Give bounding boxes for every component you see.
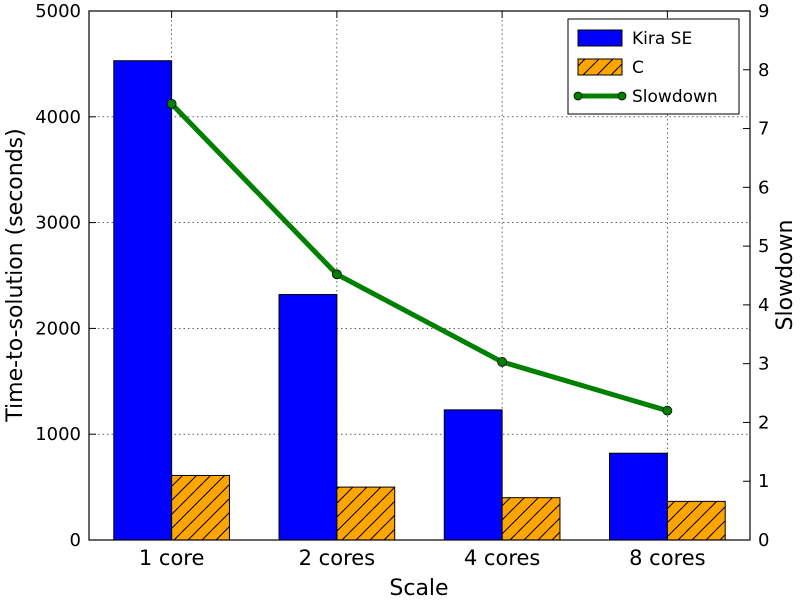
y-tick-label-1: 1000 xyxy=(35,424,81,445)
bar-kira-se-3 xyxy=(609,452,668,541)
bar-c-3 xyxy=(666,500,726,541)
bar-kira-se-1 xyxy=(278,294,338,541)
y-tick-label-5: 5000 xyxy=(35,1,81,22)
legend-swatch-kira-se xyxy=(577,29,623,47)
legend-label-c: C xyxy=(632,58,644,78)
y2-tick-label-2: 2 xyxy=(758,412,769,433)
ticks: 0 1000 2000 3000 4000 5000 0 1 2 3 4 5 6 7 8 9 1 core 2 c… xyxy=(35,1,769,570)
y-axis-label: Time-to-solution (seconds) xyxy=(3,128,28,422)
slowdown-point-0 xyxy=(166,98,177,109)
bar-kira-se-0 xyxy=(113,60,173,541)
x-tick-label-0: 1 core xyxy=(139,546,205,570)
bars xyxy=(113,60,726,541)
slowdown-polyline xyxy=(169,102,669,414)
legend: Kira SE C Slowdown xyxy=(567,18,740,115)
y2-tick-label-5: 5 xyxy=(758,236,769,257)
legend-swatch-c xyxy=(577,58,623,76)
legend-label-slowdown: Slowdown xyxy=(632,87,718,107)
slowdown-point-2 xyxy=(497,357,508,367)
slowdown-line xyxy=(166,98,673,416)
bar-c-1 xyxy=(336,486,396,541)
x-tick-label-2: 4 cores xyxy=(464,546,540,570)
y2-tick-label-7: 7 xyxy=(758,119,769,140)
y2-axis-label: Slowdown xyxy=(773,220,798,331)
bar-c-0 xyxy=(171,474,230,541)
y2-tick-label-6: 6 xyxy=(758,177,769,198)
x-tick-label-1: 2 cores xyxy=(299,546,375,570)
y-tick-label-0: 0 xyxy=(70,530,81,551)
y-tick-label-2: 2000 xyxy=(35,318,81,339)
x-tick-label-3: 8 cores xyxy=(629,546,705,570)
legend-swatch-slowdown-marker-right xyxy=(617,91,627,101)
slowdown-point-1 xyxy=(331,269,342,280)
y-tick-label-3: 3000 xyxy=(35,213,81,234)
y2-tick-label-3: 3 xyxy=(758,354,769,375)
y2-tick-label-1: 1 xyxy=(758,471,769,492)
bar-kira-se-2 xyxy=(443,409,503,541)
y2-tick-label-9: 9 xyxy=(758,1,769,22)
y2-tick-label-8: 8 xyxy=(758,60,769,81)
slowdown-point-3 xyxy=(662,405,673,416)
x-axis-label: Scale xyxy=(389,576,448,600)
bar-c-2 xyxy=(501,497,561,541)
y2-tick-label-4: 4 xyxy=(758,295,769,316)
legend-label-kira-se: Kira SE xyxy=(632,29,692,49)
plot-frame xyxy=(88,10,751,541)
legend-swatch-slowdown-marker-left xyxy=(573,91,583,101)
y-tick-label-4: 4000 xyxy=(35,107,81,128)
y2-tick-label-0: 0 xyxy=(758,530,769,551)
